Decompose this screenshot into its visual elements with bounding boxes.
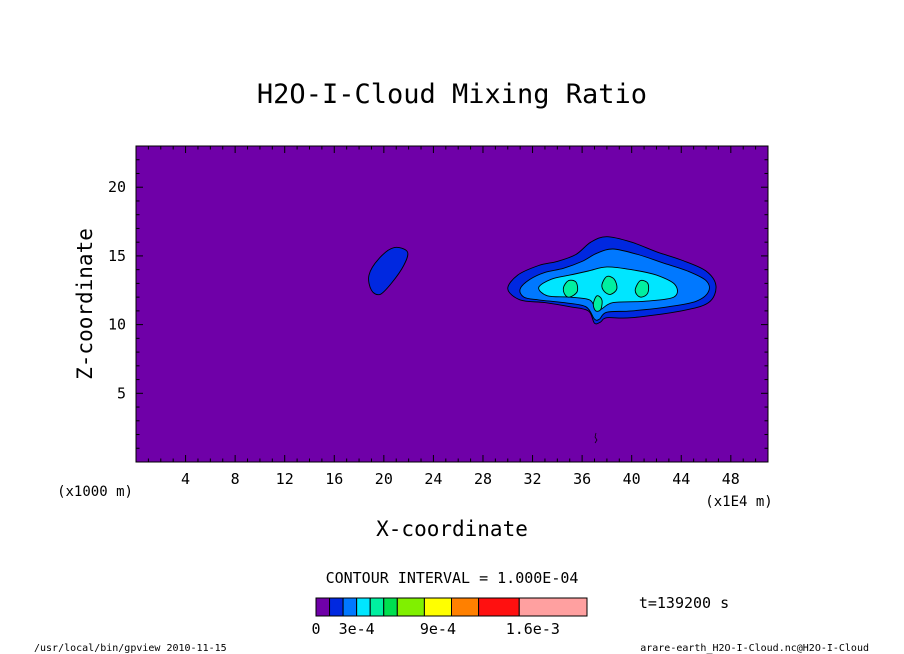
footer-left: /usr/local/bin/gpview 2010-11-15 (34, 643, 227, 654)
y-tick-label: 10 (108, 316, 126, 334)
x-tick-label: 4 (181, 470, 190, 488)
x-tick-label: 24 (424, 470, 442, 488)
x-tick-label: 40 (623, 470, 641, 488)
x-tick-label: 28 (474, 470, 492, 488)
x-axis-unit: (x1E4 m) (705, 494, 772, 510)
y-axis-unit: (x1000 m) (57, 484, 133, 500)
footer-right: arare-earth_H2O-I-Cloud.nc@H2O-I-Cloud (640, 643, 869, 654)
colorbar-box-0 (315, 597, 331, 617)
contour-cell-2 (601, 275, 618, 295)
colorbar-label: 0 (311, 620, 320, 638)
x-tick-label: 12 (276, 470, 294, 488)
contour-left-blob (368, 246, 409, 296)
colorbar-label: 9e-4 (420, 620, 456, 638)
colorbar-box-2 (342, 597, 358, 617)
colorbar-box-4 (369, 597, 385, 617)
colorbar-labels: 0 3e-4 9e-4 1.6e-3 (311, 620, 559, 638)
colorbar-box-9 (478, 597, 520, 617)
plot-frame (135, 145, 769, 463)
y-ticks: 5 10 15 20 (108, 145, 768, 463)
y-axis-label: Z-coordinate (73, 228, 97, 380)
colorbar-box-10 (518, 597, 588, 617)
colorbar-box-3 (356, 597, 371, 617)
x-tick-label: 32 (524, 470, 542, 488)
x-tick-label: 20 (375, 470, 393, 488)
contour-interval-label: CONTOUR INTERVAL = 1.000E-04 (326, 569, 579, 587)
colorbar-box-8 (451, 597, 480, 617)
x-ticks: 4 8 12 16 20 24 28 32 36 40 44 48 (135, 146, 769, 488)
x-tick-label: 36 (573, 470, 591, 488)
contour-cell-3 (592, 295, 603, 312)
colorbar (315, 597, 588, 617)
x-tick-label: 48 (722, 470, 740, 488)
x-tick-label: 44 (672, 470, 690, 488)
colorbar-label: 1.6e-3 (506, 620, 560, 638)
cloud-contours (368, 236, 717, 325)
colorbar-box-1 (329, 597, 344, 617)
x-tick-label: 8 (231, 470, 240, 488)
contour-artifact (594, 432, 598, 444)
colorbar-label: 3e-4 (339, 620, 375, 638)
contour-cell-1 (562, 279, 579, 298)
y-tick-label: 15 (108, 247, 126, 265)
y-tick-label: 20 (108, 178, 126, 196)
colorbar-box-5 (383, 597, 398, 617)
x-tick-label: 16 (325, 470, 343, 488)
contour-cell-4 (634, 279, 650, 298)
colorbar-box-6 (396, 597, 425, 617)
time-label: t=139200 s (639, 594, 729, 612)
y-tick-label: 5 (117, 384, 126, 402)
x-axis-label: X-coordinate (376, 517, 528, 541)
chart-title: H2O-I-Cloud Mixing Ratio (257, 79, 647, 110)
colorbar-box-7 (423, 597, 452, 617)
